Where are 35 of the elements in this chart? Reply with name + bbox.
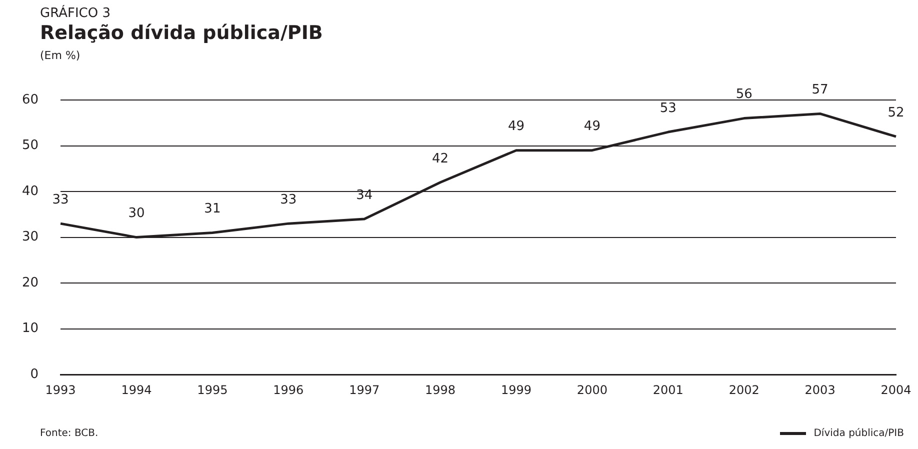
data-label: 52 [888, 105, 904, 120]
text: GRÁFICO 3 [40, 6, 110, 21]
x-tick-label: 2004 [880, 382, 912, 397]
x-tick-label: 1994 [121, 382, 152, 397]
x-tick-label: 1996 [273, 382, 304, 397]
data-label: 49 [508, 119, 525, 134]
y-tick-label: 30 [22, 230, 39, 245]
data-label: 56 [736, 87, 752, 102]
y-tick-label: 20 [22, 275, 39, 290]
source-note: Fonte: BCB. [40, 428, 98, 439]
data-label: 33 [52, 192, 69, 208]
legend-label: Dívida pública/PIB [814, 428, 904, 439]
x-tick-label: 1999 [500, 382, 532, 397]
y-tick-label: 0 [30, 366, 39, 382]
y-tick-label: 60 [22, 92, 39, 108]
data-label: 33 [280, 192, 297, 208]
data-label: 53 [660, 100, 676, 116]
x-tick-label: 1998 [425, 382, 456, 397]
x-tick-label: 2001 [652, 382, 684, 397]
data-label: 49 [584, 119, 600, 134]
data-label: 42 [432, 151, 449, 166]
y-tick-label: 50 [22, 138, 39, 154]
data-label: 30 [128, 206, 145, 222]
x-tick-label: 2003 [804, 382, 836, 397]
x-tick-label: 1995 [197, 382, 228, 397]
y-tick-label: 40 [22, 184, 39, 199]
x-tick-label: 1993 [45, 382, 76, 397]
x-tick-label: 2000 [576, 382, 608, 397]
x-tick-label: 2002 [728, 382, 760, 397]
y-tick-label: 10 [22, 321, 39, 336]
x-tick-label: 1997 [349, 382, 380, 397]
data-label: 31 [204, 202, 221, 217]
chart-title: Relação dívida pública/PIB [40, 22, 323, 44]
y-axis-title: (Em %) [40, 49, 80, 62]
data-label: 57 [812, 82, 828, 98]
